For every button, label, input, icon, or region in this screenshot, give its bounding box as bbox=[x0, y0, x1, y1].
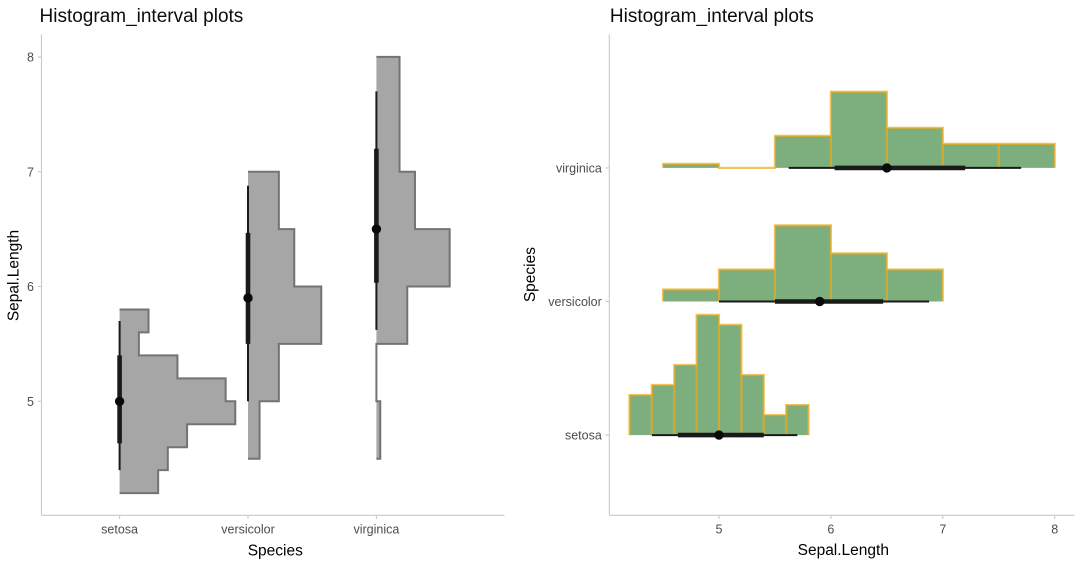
svg-text:6: 6 bbox=[27, 280, 34, 294]
svg-text:Sepal.Length: Sepal.Length bbox=[5, 230, 22, 321]
svg-text:8: 8 bbox=[27, 51, 34, 65]
svg-text:Histogram_interval plots: Histogram_interval plots bbox=[40, 6, 244, 27]
svg-text:7: 7 bbox=[939, 522, 946, 536]
svg-text:7: 7 bbox=[27, 165, 34, 179]
svg-text:5: 5 bbox=[27, 395, 34, 409]
svg-text:virginica: virginica bbox=[353, 522, 399, 536]
svg-text:versicolor: versicolor bbox=[548, 295, 602, 309]
svg-text:setosa: setosa bbox=[565, 429, 602, 443]
svg-text:setosa: setosa bbox=[101, 522, 138, 536]
svg-text:virginica: virginica bbox=[556, 162, 602, 176]
svg-text:Sepal.Length: Sepal.Length bbox=[798, 542, 889, 559]
svg-text:6: 6 bbox=[827, 522, 834, 536]
svg-text:Histogram_interval plots: Histogram_interval plots bbox=[610, 6, 814, 27]
svg-text:Species: Species bbox=[248, 542, 303, 559]
svg-text:8: 8 bbox=[1051, 522, 1058, 536]
svg-text:Species: Species bbox=[522, 247, 539, 302]
svg-text:versicolor: versicolor bbox=[221, 522, 275, 536]
svg-text:5: 5 bbox=[716, 522, 723, 536]
